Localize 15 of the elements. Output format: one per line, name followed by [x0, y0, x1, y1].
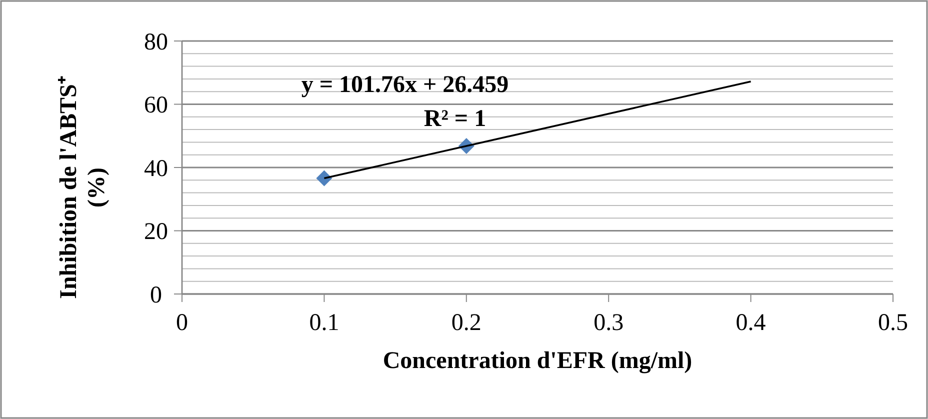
- annotation: y = 101.76x + 26.459: [301, 72, 509, 98]
- x-tick-label: 0.2: [451, 310, 482, 336]
- x-axis-title: Concentration d'EFR (mg/ml): [382, 348, 692, 374]
- x-tick-label: 0.1: [309, 310, 340, 336]
- y-tick-label: 60: [144, 92, 168, 119]
- x-tick-label: 0: [176, 310, 188, 336]
- y-tick-label: 40: [144, 156, 168, 182]
- y-axis-title: Inhibition de l'ABTS⁺ (%): [56, 76, 110, 299]
- y-tick-label: 80: [144, 29, 168, 56]
- y-tick-label: 0: [150, 282, 162, 308]
- x-tick-label: 0.4: [736, 310, 766, 336]
- annotation: R² = 1: [424, 106, 486, 132]
- y-tick-label: 20: [144, 219, 168, 246]
- x-tick-label: 0.5: [878, 310, 908, 336]
- x-tick-label: 0.3: [594, 310, 624, 336]
